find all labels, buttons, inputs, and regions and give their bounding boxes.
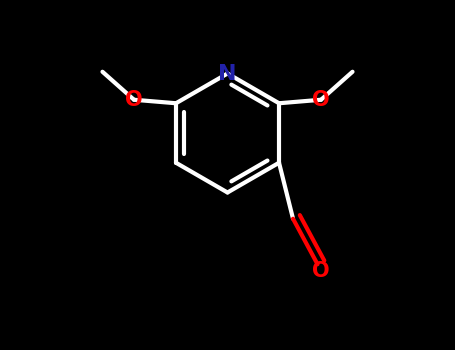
Text: O: O [312,90,330,110]
Text: O: O [312,261,330,281]
Text: O: O [125,90,143,110]
Text: N: N [218,63,237,84]
